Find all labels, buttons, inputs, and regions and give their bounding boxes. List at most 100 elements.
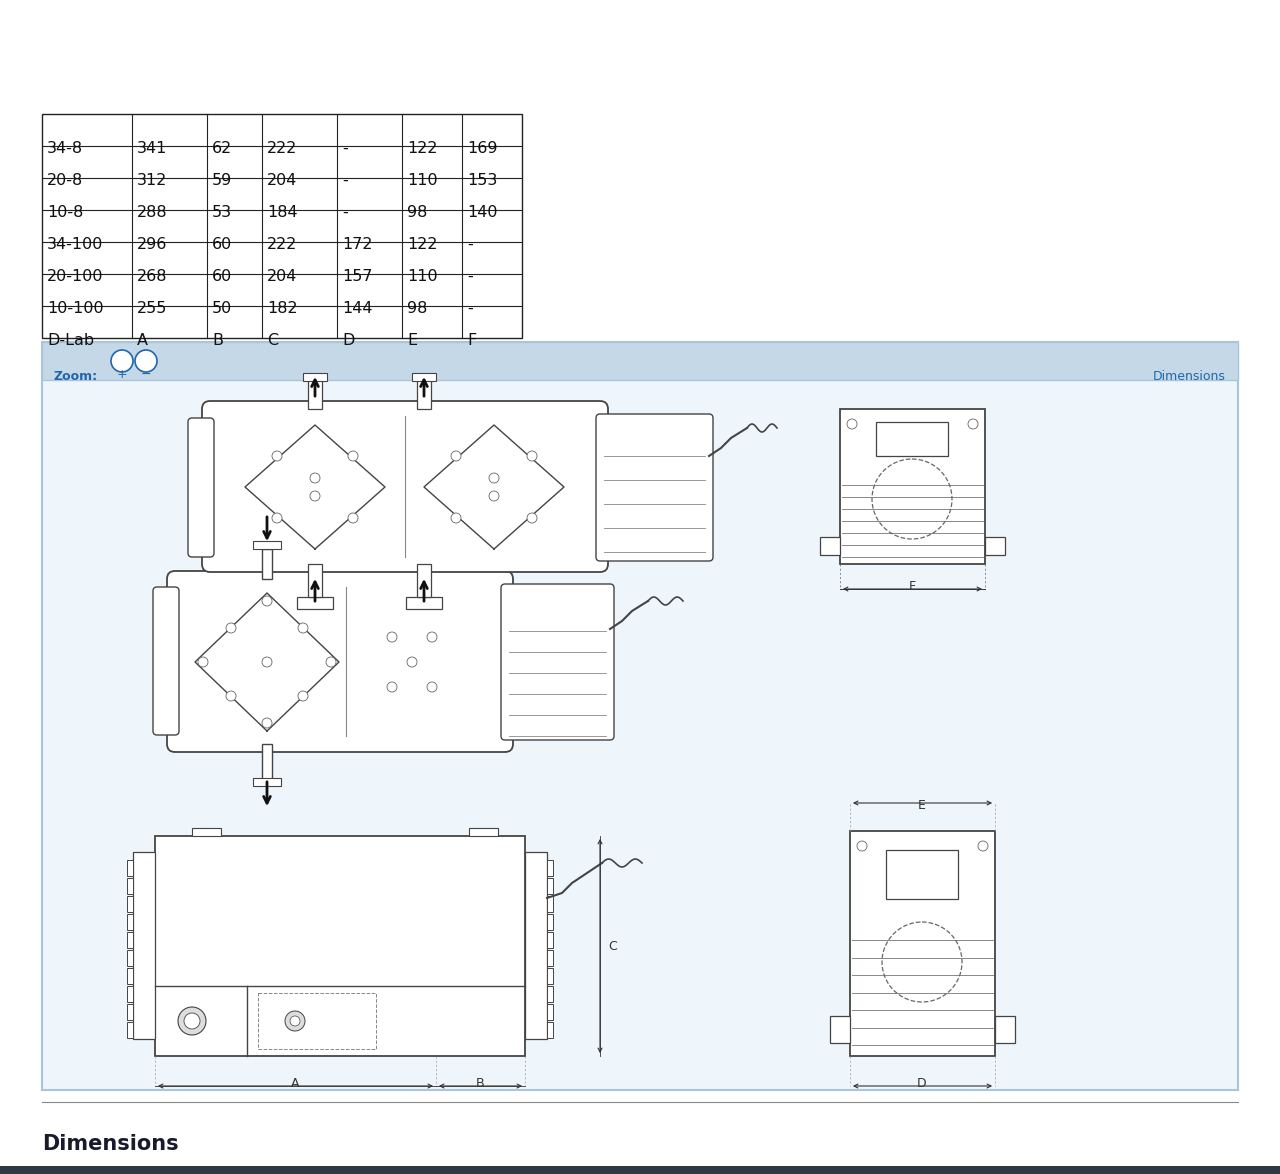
Text: Zoom:: Zoom: [54,370,99,383]
Text: 204: 204 [268,173,297,188]
Circle shape [178,1007,206,1035]
Circle shape [184,1013,200,1028]
Text: 204: 204 [268,269,297,284]
Circle shape [273,513,282,522]
Bar [259,993,376,1050]
Bar [412,373,436,382]
Text: -: - [467,237,472,252]
FancyBboxPatch shape [154,587,179,735]
Bar [253,778,282,787]
Text: -: - [342,141,348,156]
Bar [525,852,547,1039]
Text: 312: 312 [137,173,168,188]
Bar [127,915,133,930]
Circle shape [348,451,358,461]
Bar [876,421,948,456]
Circle shape [348,513,358,522]
Text: 10-8: 10-8 [47,205,83,220]
Circle shape [262,657,273,667]
Circle shape [451,513,461,522]
Bar [547,969,553,984]
Text: -: - [342,173,348,188]
Bar [406,598,442,609]
Text: E: E [407,333,417,348]
Text: 222: 222 [268,237,297,252]
Bar [297,598,333,609]
FancyBboxPatch shape [188,418,214,556]
Bar [308,564,323,598]
Bar [417,379,431,409]
Text: 98: 98 [407,301,428,316]
Circle shape [847,419,858,429]
Bar [127,896,133,912]
Text: 20-100: 20-100 [47,269,104,284]
Text: 172: 172 [342,237,372,252]
Text: -: - [467,301,472,316]
Bar [986,537,1005,555]
Bar [547,915,553,930]
Text: 34-8: 34-8 [47,141,83,156]
Bar [0,1166,1280,1174]
Bar [547,861,553,876]
Text: 255: 255 [137,301,168,316]
FancyBboxPatch shape [500,583,614,740]
Text: -: - [342,205,348,220]
Text: 157: 157 [342,269,372,284]
Circle shape [298,691,308,701]
Bar [547,878,553,893]
Text: F: F [909,580,915,593]
Text: −: − [141,367,151,382]
Text: 184: 184 [268,205,298,220]
Text: B: B [212,333,223,348]
Circle shape [262,718,273,728]
Text: 110: 110 [407,173,438,188]
Bar [262,744,273,780]
Circle shape [262,596,273,606]
Circle shape [298,623,308,633]
Circle shape [111,350,133,372]
Bar [547,1004,553,1020]
Circle shape [978,841,988,851]
Text: C: C [608,939,617,952]
Text: 144: 144 [342,301,372,316]
Circle shape [227,691,236,701]
Circle shape [310,491,320,501]
Text: 182: 182 [268,301,298,316]
Text: 34-100: 34-100 [47,237,104,252]
Circle shape [227,623,236,633]
Circle shape [273,451,282,461]
Text: C: C [268,333,278,348]
Text: D-Lab: D-Lab [47,333,95,348]
Bar [547,986,553,1001]
Text: 222: 222 [268,141,297,156]
Circle shape [428,682,436,691]
Circle shape [134,350,157,372]
Bar [417,564,431,598]
Text: +: + [116,367,127,382]
Bar [127,1004,133,1020]
Text: 60: 60 [212,237,232,252]
Bar [127,969,133,984]
Bar [820,537,840,555]
Text: A: A [291,1077,300,1089]
Text: 59: 59 [212,173,232,188]
Circle shape [198,657,207,667]
Circle shape [407,657,417,667]
Text: D: D [918,1077,927,1089]
Text: 122: 122 [407,141,438,156]
Text: 62: 62 [212,141,232,156]
Text: D: D [342,333,355,348]
Circle shape [527,513,538,522]
Text: Dimensions: Dimensions [1153,370,1226,383]
Circle shape [968,419,978,429]
Bar [262,549,273,579]
Bar [42,342,1238,1089]
Text: A: A [137,333,148,348]
Bar [850,831,995,1055]
Bar [547,932,553,947]
Text: 53: 53 [212,205,232,220]
FancyBboxPatch shape [596,414,713,561]
Text: F: F [467,333,476,348]
FancyBboxPatch shape [166,571,513,753]
Bar [42,342,1238,380]
